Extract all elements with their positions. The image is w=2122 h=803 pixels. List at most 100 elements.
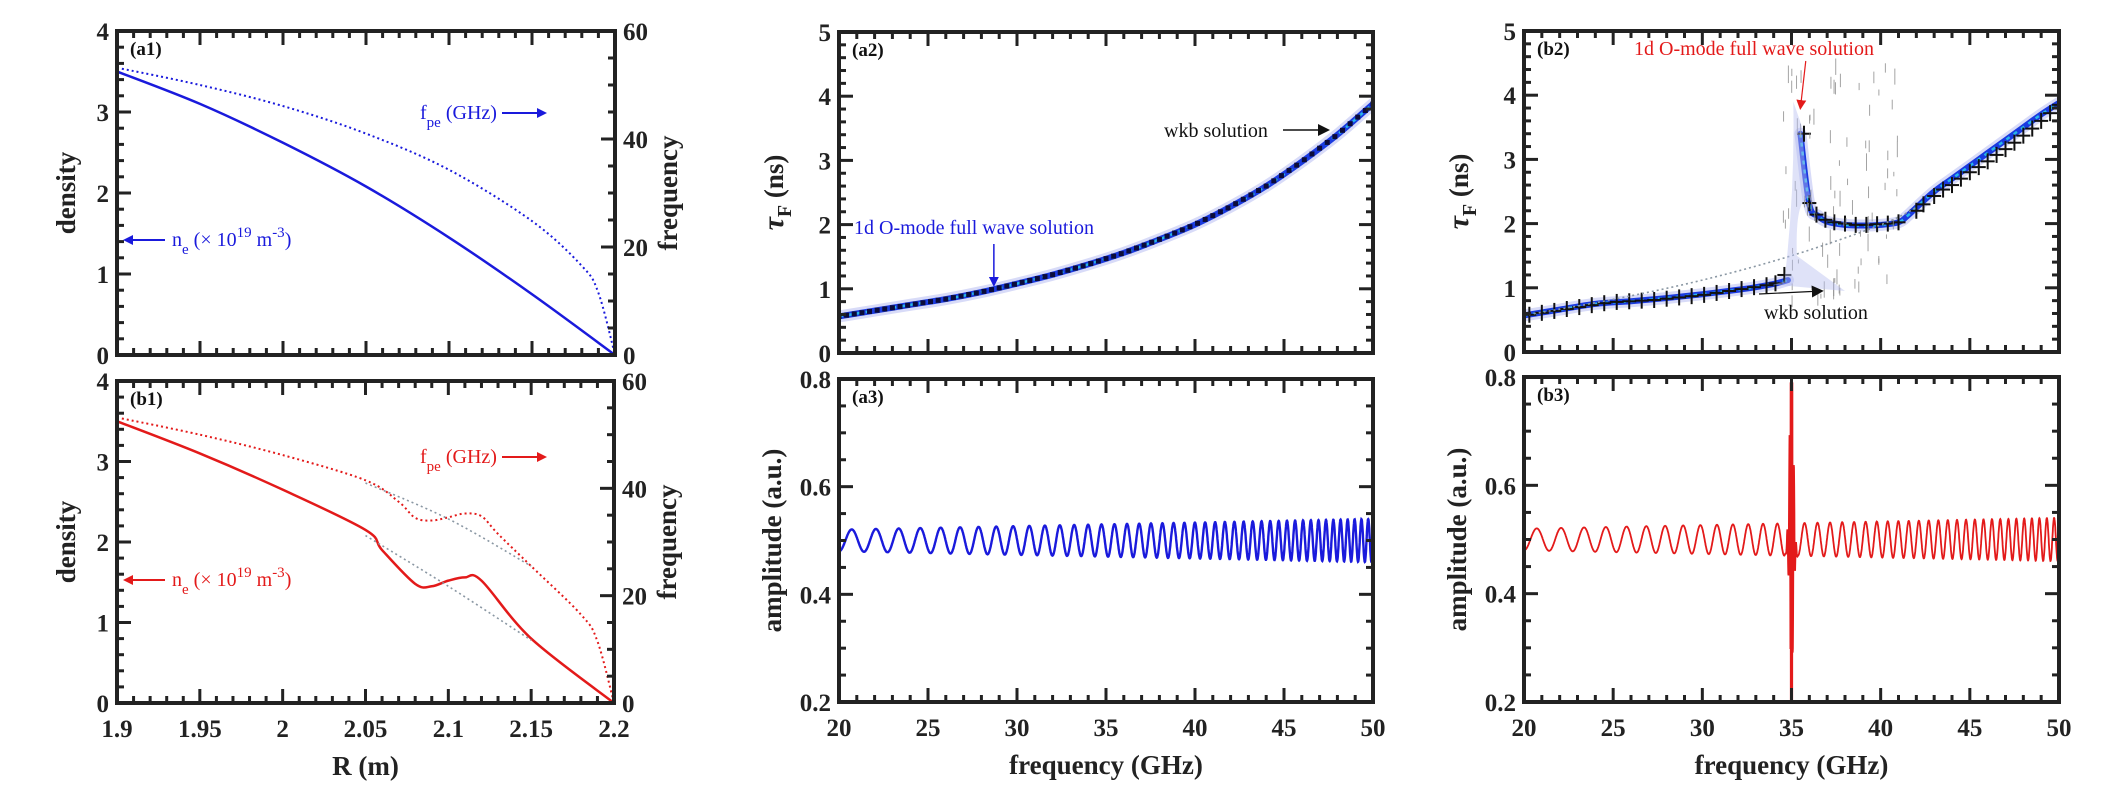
wkb-marker	[897, 304, 903, 310]
ne-label: ne (× 1019 m-3)	[172, 225, 291, 258]
panel-a3: 0.2 0.4 0.6 0.8 20 25 30 35 40 45 50 amplitude (a.u…	[757, 367, 1386, 780]
wkb-marker	[1126, 248, 1132, 254]
wkb-marker	[1072, 265, 1078, 271]
x-tick-label: 1.9	[101, 716, 132, 743]
fullwave-arrow-icon	[1796, 60, 1807, 111]
y-tick-label: 1	[819, 277, 832, 304]
x-tick-label: 50	[1361, 715, 1386, 742]
wkb-marker	[1134, 245, 1140, 251]
fpe-label: fpe (GHz)	[420, 102, 497, 131]
x-tick-label: 45	[1957, 715, 1982, 742]
wkb-marker	[1118, 251, 1124, 257]
wkb-cross-marker	[2034, 112, 2049, 129]
wkb-marker	[1195, 220, 1201, 226]
wkb-marker	[1050, 272, 1056, 278]
wkb-marker	[1156, 236, 1162, 242]
fullwave-line	[839, 100, 1373, 320]
wkb-marker	[1347, 121, 1353, 127]
y-tick-label: 5	[819, 20, 832, 47]
wkb-marker	[1027, 277, 1033, 283]
y-tick-label: 0.6	[1485, 473, 1516, 500]
y-tick-label: 0.4	[800, 582, 832, 609]
wkb-marker	[1317, 145, 1323, 151]
x-tick-label: 30	[1005, 715, 1030, 742]
wkb-cross-marker	[1759, 277, 1774, 294]
amplitude-line	[1524, 382, 2059, 702]
wkb-marker	[950, 295, 956, 301]
plot-area-a2	[839, 97, 1373, 323]
wkb-cross-marker	[1734, 281, 1749, 298]
y2-tick-label: 20	[623, 235, 648, 262]
y2-axis-title: frequency	[653, 135, 683, 250]
wkb-cross-marker	[1709, 284, 1724, 301]
fullwave-spread	[1773, 101, 1845, 292]
wkb-cross-marker	[1980, 153, 1995, 170]
wkb-arrow-icon	[1758, 285, 1824, 298]
wkb-cross-marker	[1809, 206, 1824, 223]
wkb-cross-marker	[1684, 288, 1699, 305]
y2-tick-label: 60	[623, 19, 648, 46]
y-tick-label: 1	[97, 262, 110, 289]
wkb-cross-marker	[1584, 297, 1599, 314]
wkb-marker	[867, 308, 873, 314]
y-tick-label: 2	[819, 213, 832, 240]
wkb-marker	[905, 302, 911, 308]
y-tick-label: 2	[97, 181, 110, 208]
plot-area-a3	[839, 516, 1373, 564]
panel-label: (a1)	[130, 39, 162, 60]
wkb-marker	[1248, 192, 1254, 198]
y-axis-title: τF (ns)	[757, 155, 796, 231]
wkb-marker	[920, 300, 926, 306]
x-tick-label: 2.05	[344, 716, 388, 743]
plot-area-b3	[1524, 382, 2059, 702]
plot-frame-b1	[115, 379, 616, 705]
wkb-marker	[989, 287, 995, 293]
wkb-marker	[1225, 205, 1231, 211]
x-tick-label: 35	[1779, 715, 1804, 742]
wkb-marker	[1088, 261, 1094, 267]
wkb-marker	[882, 306, 888, 312]
y-axis-title: amplitude (a.u.)	[757, 449, 787, 633]
y-tick-label: 4	[1504, 83, 1517, 110]
wkb-cross-marker	[1647, 291, 1662, 308]
y-tick-label: 4	[97, 369, 110, 396]
wkb-marker	[935, 297, 941, 303]
panel-label: (a2)	[852, 40, 884, 61]
x-tick-label: 30	[1690, 715, 1715, 742]
x-tick-label: 1.95	[178, 716, 222, 743]
wkb-marker	[1339, 127, 1345, 133]
wkb-cross-marker	[1634, 292, 1649, 309]
fullwave-label: 1d O-mode full wave solution	[1634, 38, 1874, 60]
plot-frame-a1	[115, 29, 617, 357]
wkb-marker	[1042, 274, 1048, 280]
wkb-cross-marker	[1838, 215, 1852, 232]
wkb-cross-marker	[1722, 283, 1737, 300]
wkb-marker	[996, 285, 1002, 291]
wkb-cross-marker	[1747, 279, 1762, 296]
wkb-marker	[1057, 269, 1063, 275]
wkb-marker	[928, 299, 934, 305]
y-tick-label: 0.6	[800, 475, 831, 502]
series-line-1	[117, 416, 614, 703]
wkb-cross-marker	[1818, 211, 1833, 228]
wkb-marker	[874, 307, 880, 313]
wkb-cross-marker	[1609, 293, 1624, 310]
wkb-marker	[1011, 281, 1017, 287]
wkb-marker	[1019, 279, 1025, 285]
y2-tick-label: 60	[622, 369, 647, 396]
y-axis-title: amplitude (a.u.)	[1442, 448, 1472, 632]
y-tick-label: 0.2	[800, 690, 831, 717]
wkb-marker	[912, 301, 918, 307]
wkb-marker	[973, 290, 979, 296]
x-tick-label: 45	[1272, 715, 1297, 742]
plot-area-b2	[1524, 58, 2059, 323]
y-tick-label: 0	[97, 691, 110, 718]
y-tick-label: 4	[819, 84, 832, 111]
y-tick-label: 0	[97, 343, 110, 370]
wkb-marker	[1141, 242, 1147, 248]
x-tick-label: 2.2	[598, 716, 629, 743]
fullwave-inner	[1799, 101, 2059, 227]
wkb-cross-marker	[2007, 134, 2022, 151]
wkb-label: wkb solution	[1164, 120, 1268, 142]
